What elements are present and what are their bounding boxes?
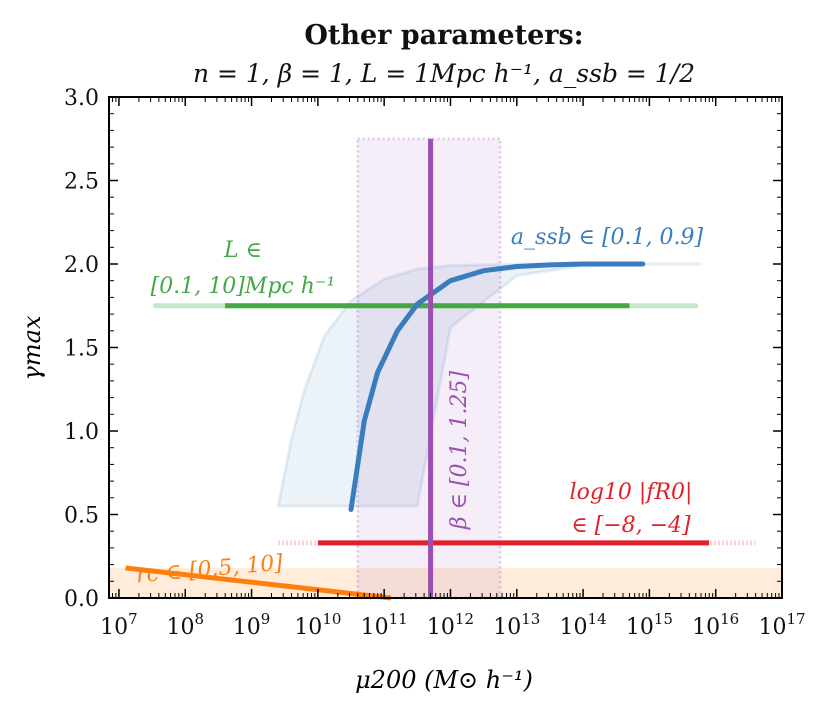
x-tick-label: 1015	[626, 610, 673, 640]
L-label-line1: L ∈	[223, 238, 262, 263]
x-tick-label: 1014	[560, 610, 607, 640]
y-tick-label: 2.5	[64, 170, 99, 195]
fR0-label-line1: log10 |fR0|	[570, 480, 693, 505]
beta-label: β ∈ [0.1, 1.25]	[447, 371, 472, 531]
data-lines	[125, 138, 710, 601]
y-tick-label: 1.5	[64, 337, 99, 362]
a-ssb-band	[276, 262, 703, 508]
axis-ticks: 107 108 109 1010 1011 1012 1013 1014 1015 1016 101…	[64, 86, 806, 640]
y-tick-label: 1.0	[64, 420, 99, 445]
x-tick-label: 107	[100, 610, 138, 640]
x-tick-label: 1016	[692, 610, 739, 640]
x-tick-label: 1013	[493, 610, 540, 640]
y-axis-label: γmax	[18, 315, 46, 380]
y-tick-label: 0.0	[64, 587, 99, 612]
x-tick-label: 1017	[758, 610, 805, 640]
L-label-line2: [0.1, 10]Mpc h⁻¹	[151, 274, 336, 299]
a-ssb-line	[348, 261, 646, 512]
y-tick-label: 2.0	[64, 253, 99, 278]
fR0-label-line2: ∈ [−8, −4]	[571, 513, 691, 538]
x-tick-label: 1012	[427, 610, 474, 640]
x-axis-label: μ200 (M⊙ h⁻¹)	[355, 666, 533, 694]
chart-subtitle: n = 1, β = 1, L = 1Mpc h⁻¹, a_ssb = 1/2	[193, 59, 695, 88]
chart-title: Other parameters:	[304, 20, 583, 51]
x-tick-label: 108	[166, 610, 204, 640]
rc-line	[125, 565, 392, 601]
y-tick-label: 3.0	[64, 86, 99, 111]
rc-band	[109, 567, 782, 598]
x-tick-label: 109	[233, 610, 271, 640]
series-labels: a_ssb ∈ [0.1, 0.9] L ∈ [0.1, 10]Mpc h⁻¹ log…	[135, 225, 704, 588]
x-tick-label: 1010	[294, 610, 341, 640]
a-ssb-label: a_ssb ∈ [0.1, 0.9]	[511, 225, 704, 250]
x-tick-label: 1011	[361, 610, 408, 640]
y-tick-label: 0.5	[64, 504, 99, 529]
